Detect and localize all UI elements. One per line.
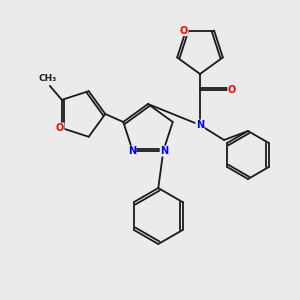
Text: O: O: [180, 26, 188, 36]
Text: CH₃: CH₃: [39, 74, 57, 83]
Text: O: O: [56, 123, 64, 133]
Text: N: N: [128, 146, 136, 156]
Text: N: N: [196, 120, 204, 130]
Text: N: N: [160, 146, 168, 156]
Text: O: O: [228, 85, 236, 95]
